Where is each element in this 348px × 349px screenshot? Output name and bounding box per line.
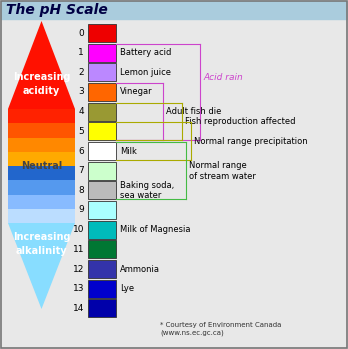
Polygon shape — [8, 194, 75, 209]
Text: 13: 13 — [72, 284, 84, 293]
Text: Ammonia: Ammonia — [120, 265, 160, 274]
Bar — [88, 280, 116, 298]
Text: Neutral: Neutral — [21, 161, 62, 171]
Polygon shape — [8, 109, 75, 123]
Polygon shape — [8, 223, 75, 309]
Text: Baking soda,
sea water: Baking soda, sea water — [120, 181, 174, 200]
Bar — [88, 83, 116, 101]
Bar — [88, 162, 116, 180]
Polygon shape — [8, 209, 75, 223]
Bar — [88, 240, 116, 258]
Text: 9: 9 — [78, 206, 84, 215]
Text: Acid rain: Acid rain — [203, 73, 243, 82]
Text: 6: 6 — [78, 147, 84, 156]
Text: 3: 3 — [78, 88, 84, 97]
Text: 10: 10 — [72, 225, 84, 234]
Polygon shape — [8, 180, 75, 194]
Text: 7: 7 — [78, 166, 84, 175]
Text: 0: 0 — [78, 29, 84, 37]
Polygon shape — [8, 21, 75, 109]
Text: Increasing
alkalinity: Increasing alkalinity — [13, 232, 70, 255]
Bar — [88, 221, 116, 239]
Text: 4: 4 — [78, 107, 84, 116]
Text: * Courtesy of Environment Canada
(www.ns.ec.gc.ca): * Courtesy of Environment Canada (www.ns… — [160, 321, 282, 336]
Bar — [1, 1, 347, 19]
Bar — [88, 201, 116, 219]
Text: Lemon juice: Lemon juice — [120, 68, 171, 77]
Bar — [88, 181, 116, 199]
Bar — [88, 24, 116, 42]
Polygon shape — [8, 138, 75, 152]
Polygon shape — [8, 166, 75, 180]
Bar — [88, 103, 116, 121]
Text: 8: 8 — [78, 186, 84, 195]
Text: Normal range
of stream water: Normal range of stream water — [189, 161, 256, 181]
Text: 11: 11 — [72, 245, 84, 254]
Text: Normal range precipitation: Normal range precipitation — [194, 137, 308, 146]
Bar — [88, 260, 116, 278]
Bar — [88, 142, 116, 160]
Text: 1: 1 — [78, 48, 84, 57]
Bar — [88, 44, 116, 62]
Text: Milk: Milk — [120, 147, 137, 156]
Text: Lye: Lye — [120, 284, 134, 293]
Bar — [88, 63, 116, 81]
Text: Battery acid: Battery acid — [120, 48, 171, 57]
Polygon shape — [8, 123, 75, 138]
Text: 12: 12 — [73, 265, 84, 274]
Text: Milk of Magnesia: Milk of Magnesia — [120, 225, 190, 234]
Bar — [88, 122, 116, 140]
Text: Adult fish die: Adult fish die — [166, 107, 221, 116]
Text: The pH Scale: The pH Scale — [6, 3, 108, 17]
Text: Fish reproduction affected: Fish reproduction affected — [185, 117, 295, 126]
Bar — [88, 299, 116, 317]
Polygon shape — [8, 152, 75, 166]
Text: 14: 14 — [73, 304, 84, 313]
Text: 5: 5 — [78, 127, 84, 136]
Text: 2: 2 — [78, 68, 84, 77]
Text: Increasing
acidity: Increasing acidity — [13, 72, 70, 96]
Text: Vinegar: Vinegar — [120, 88, 153, 97]
